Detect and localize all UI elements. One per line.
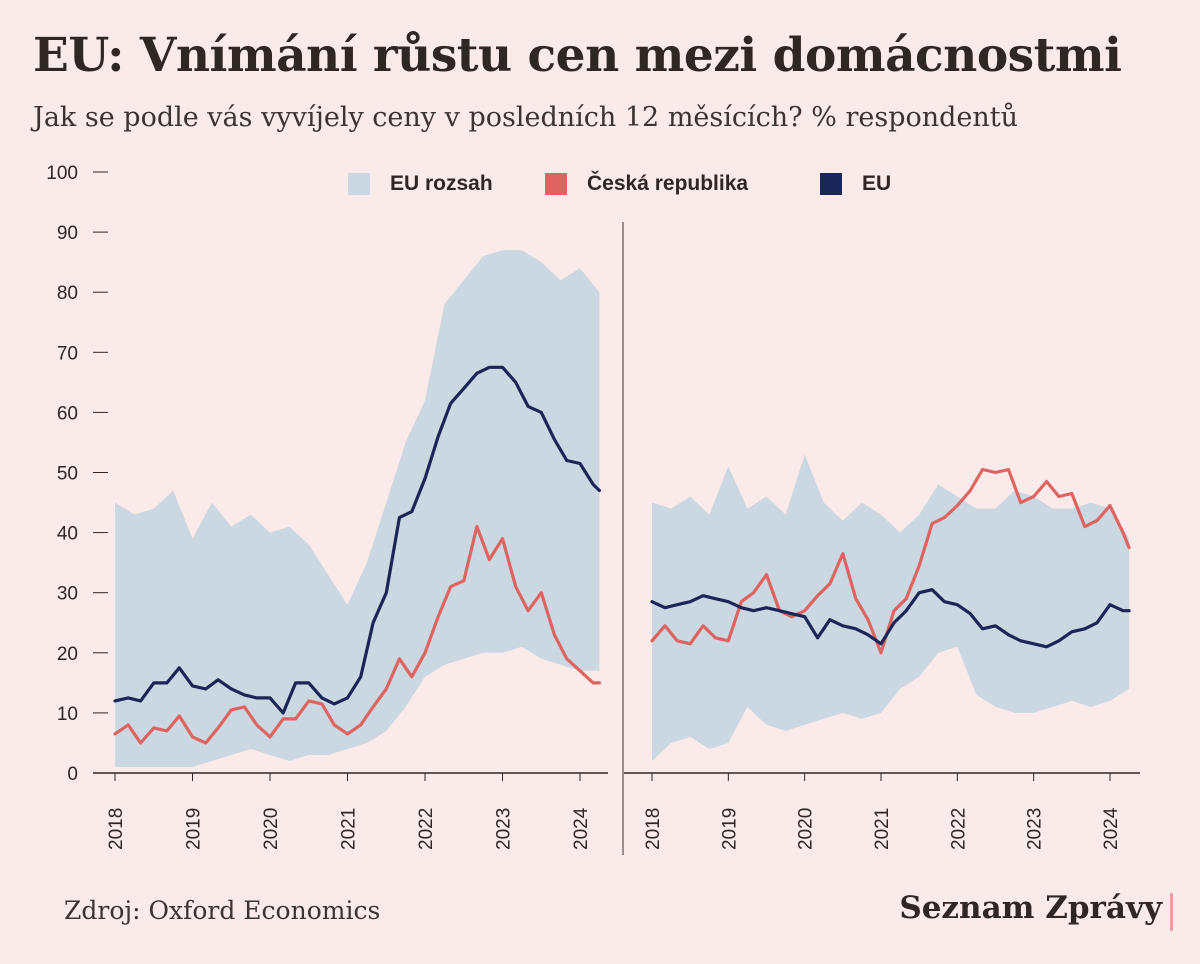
y-tick-label: 40 — [57, 524, 78, 545]
brand-logo: Seznam Zprávy — [899, 890, 1162, 926]
x-tick-label: 2018 — [106, 808, 127, 850]
y-tick-label: 100 — [46, 163, 78, 184]
series-line-eu — [650, 588, 1131, 649]
chart-subtitle: Jak se podle vás vyvíjely ceny v posledn… — [33, 102, 1019, 133]
x-tick-label: 2021 — [339, 808, 360, 850]
y-tick-label: 70 — [57, 343, 78, 364]
range-area-eu-rozsah — [652, 454, 1130, 761]
chart-title: EU: Vnímání růstu cen mezi domácnostmi — [33, 28, 1122, 83]
y-tick-label: 90 — [57, 223, 78, 244]
x-tick-label: 2024 — [1101, 807, 1122, 850]
x-tick-label: 2019 — [719, 808, 740, 850]
legend-label: EU rozsah — [390, 172, 493, 195]
x-tick-label: 2019 — [184, 808, 205, 850]
x-tick-label: 2018 — [643, 808, 664, 850]
y-tick-label: 50 — [57, 464, 78, 485]
x-tick-label: 2023 — [1025, 808, 1046, 850]
brand-accent-bar — [1170, 893, 1173, 931]
series-line-eu — [113, 365, 601, 715]
source-note: Zdroj: Oxford Economics — [64, 896, 381, 925]
legend-swatch — [348, 173, 370, 195]
x-tick-label: 2024 — [571, 807, 592, 850]
legend-swatch — [545, 173, 567, 195]
x-tick-label: 2020 — [261, 808, 282, 850]
y-tick-label: 60 — [57, 403, 78, 424]
y-tick-label: 10 — [57, 704, 78, 725]
legend-label: Česká republika — [587, 171, 748, 195]
series-line-cz — [113, 525, 601, 745]
x-tick-label: 2022 — [416, 808, 437, 850]
x-tick-label: 2023 — [494, 808, 515, 850]
legend-label: EU — [862, 172, 891, 195]
x-tick-label: 2020 — [796, 808, 817, 850]
legend-swatch — [820, 173, 842, 195]
y-tick-label: 20 — [57, 644, 78, 665]
series-line-cz — [650, 467, 1131, 655]
y-tick-label: 0 — [67, 764, 78, 785]
range-area-eu-rozsah — [115, 250, 600, 768]
y-tick-label: 80 — [57, 283, 78, 304]
y-tick-label: 30 — [57, 584, 78, 605]
x-tick-label: 2022 — [948, 808, 969, 850]
x-tick-label: 2021 — [872, 808, 893, 850]
